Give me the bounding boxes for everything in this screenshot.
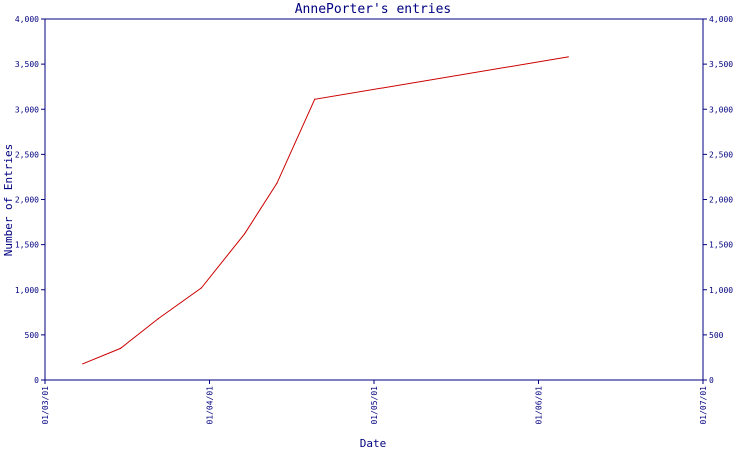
x-tick-label: 01/07/01 [699, 386, 708, 425]
chart-title: AnnePorter's entries [295, 2, 452, 17]
y-tick-label-left: 500 [25, 331, 40, 340]
x-tick-label: 01/06/01 [535, 386, 544, 425]
y-tick-label-left: 1,000 [15, 286, 39, 295]
y-axis-title: Number of Entries [2, 144, 15, 257]
y-tick-label-left: 0 [34, 376, 39, 385]
y-tick-label-left: 4,000 [15, 15, 39, 24]
series-lines [82, 56, 569, 365]
y-tick-label-right: 4,000 [709, 15, 733, 24]
tick-marks [41, 18, 707, 384]
y-tick-label-right: 3,000 [709, 105, 733, 114]
y-tick-label-right: 500 [709, 331, 724, 340]
data-point [244, 233, 246, 235]
axes [44, 18, 704, 381]
x-tick-label: 01/03/01 [41, 386, 50, 425]
y-tick-label-right: 0 [709, 376, 714, 385]
data-point [82, 363, 84, 365]
data-point [200, 287, 202, 289]
x-tick-label: 01/04/01 [206, 386, 215, 425]
x-axis-title: Date [360, 437, 387, 450]
y-tick-label-left: 2,000 [15, 196, 39, 205]
y-tick-label-right: 1,000 [709, 286, 733, 295]
y-tick-label-right: 3,500 [709, 60, 733, 69]
data-point [567, 56, 569, 58]
y-tick-label-left: 2,500 [15, 150, 39, 159]
y-tick-label-right: 1,500 [709, 241, 733, 250]
y-tick-label-right: 2,500 [709, 150, 733, 159]
data-point [276, 182, 278, 184]
series-line [82, 56, 569, 365]
y-tick-label-right: 2,000 [709, 196, 733, 205]
y-tick-label-left: 1,500 [15, 241, 39, 250]
data-point [119, 347, 122, 349]
data-point [314, 98, 316, 100]
tick-labels: 0 0 500 500 1,000 1,000 1,500 1,500 2,000 2,000 2,… [15, 15, 733, 425]
y-tick-label-left: 3,000 [15, 105, 39, 114]
y-tick-label-left: 3,500 [15, 60, 39, 69]
x-tick-label: 01/05/01 [370, 386, 379, 425]
data-point [157, 318, 159, 320]
